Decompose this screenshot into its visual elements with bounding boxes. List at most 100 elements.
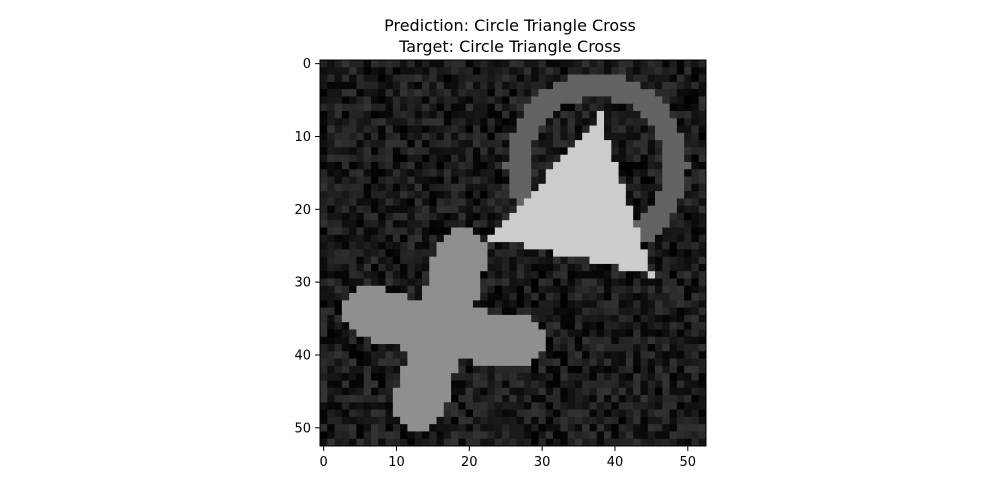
heatmap-cell	[633, 191, 641, 199]
heatmap-cell	[618, 263, 627, 272]
heatmap-cell	[327, 256, 335, 265]
heatmap-cell	[676, 409, 685, 418]
heatmap-cell	[327, 336, 335, 345]
heatmap-cell	[356, 351, 365, 359]
heatmap-cell	[378, 336, 386, 345]
heatmap-cell	[640, 285, 649, 294]
heatmap-cell	[676, 198, 685, 207]
heatmap-cell	[465, 293, 474, 301]
heatmap-cell	[443, 96, 452, 105]
heatmap-cell	[487, 60, 496, 68]
heatmap-cell	[545, 431, 554, 440]
heatmap-cell	[516, 314, 525, 323]
heatmap-cell	[480, 132, 488, 141]
heatmap-cell	[633, 132, 641, 141]
heatmap-cell	[676, 118, 685, 126]
heatmap-cell	[370, 344, 379, 352]
heatmap-cell	[407, 344, 416, 352]
heatmap-cell	[669, 220, 678, 228]
heatmap-cell	[472, 147, 481, 156]
heatmap-cell	[392, 110, 401, 119]
heatmap-cell	[385, 140, 394, 148]
heatmap-cell	[647, 234, 656, 243]
heatmap-cell	[684, 234, 692, 243]
heatmap-cell	[436, 373, 445, 381]
heatmap-cell	[443, 278, 452, 287]
heatmap-cell	[698, 89, 707, 97]
heatmap-cell	[421, 431, 430, 440]
heatmap-cell	[560, 154, 569, 163]
heatmap-cell	[523, 132, 532, 141]
heatmap-cell	[647, 256, 656, 265]
heatmap-cell	[684, 431, 692, 440]
heatmap-cell	[443, 263, 452, 272]
heatmap-cell	[327, 278, 335, 287]
heatmap-cell	[443, 132, 452, 141]
heatmap-cell	[363, 395, 372, 403]
heatmap-cell	[480, 169, 488, 177]
heatmap-cell	[451, 183, 459, 192]
heatmap-cell	[640, 242, 649, 250]
heatmap-cell	[691, 147, 700, 156]
heatmap-cell	[341, 125, 350, 134]
heatmap-cell	[618, 161, 627, 170]
axes-frame	[319, 59, 707, 447]
heatmap-cell	[458, 263, 467, 272]
heatmap-cell	[589, 300, 598, 309]
heatmap-cell	[363, 293, 372, 301]
heatmap-cell	[480, 140, 488, 148]
heatmap-cell	[370, 387, 379, 396]
heatmap-cell	[567, 183, 576, 192]
heatmap-cell	[327, 351, 335, 359]
heatmap-cell	[421, 307, 430, 316]
heatmap-cell	[545, 242, 554, 250]
heatmap-cell	[502, 234, 510, 243]
heatmap-cell	[392, 358, 401, 367]
heatmap-cell	[494, 365, 503, 374]
heatmap-cell	[596, 329, 605, 338]
heatmap-cell	[487, 147, 496, 156]
heatmap-cell	[684, 147, 692, 156]
heatmap-cell	[567, 176, 576, 185]
heatmap-cell	[327, 147, 335, 156]
heatmap-cell	[567, 161, 576, 170]
heatmap-cell	[545, 249, 554, 258]
heatmap-cell	[516, 256, 525, 265]
heatmap-cell	[684, 74, 692, 83]
heatmap-cell	[676, 300, 685, 309]
heatmap-cell	[538, 358, 547, 367]
heatmap-cell	[370, 373, 379, 381]
heatmap-cell	[669, 373, 678, 381]
heatmap-cell	[684, 365, 692, 374]
heatmap-cell	[502, 140, 510, 148]
heatmap-cell	[567, 365, 576, 374]
heatmap-cell	[349, 424, 357, 432]
heatmap-cell	[494, 234, 503, 243]
heatmap-cell	[370, 205, 379, 214]
heatmap-cell	[691, 118, 700, 126]
heatmap-cell	[443, 242, 452, 250]
heatmap-cell	[407, 234, 416, 243]
heatmap-cell	[465, 271, 474, 279]
heatmap-cell	[567, 140, 576, 148]
heatmap-cell	[349, 395, 357, 403]
heatmap-cell	[691, 227, 700, 236]
heatmap-cell	[451, 81, 459, 90]
heatmap-cell	[538, 431, 547, 440]
heatmap-cell	[363, 424, 372, 432]
heatmap-cell	[618, 424, 627, 432]
heatmap-cell	[392, 322, 401, 330]
heatmap-cell	[545, 96, 554, 105]
heatmap-cell	[618, 234, 627, 243]
heatmap-cell	[516, 125, 525, 134]
heatmap-cell	[407, 198, 416, 207]
heatmap-cell	[443, 314, 452, 323]
heatmap-cell	[596, 365, 605, 374]
heatmap-cell	[356, 132, 365, 141]
heatmap-cell	[407, 132, 416, 141]
heatmap-cell	[698, 125, 707, 134]
heatmap-cell	[676, 336, 685, 345]
heatmap-cell	[509, 351, 518, 359]
heatmap-cell	[341, 438, 350, 447]
heatmap-cell	[611, 307, 619, 316]
